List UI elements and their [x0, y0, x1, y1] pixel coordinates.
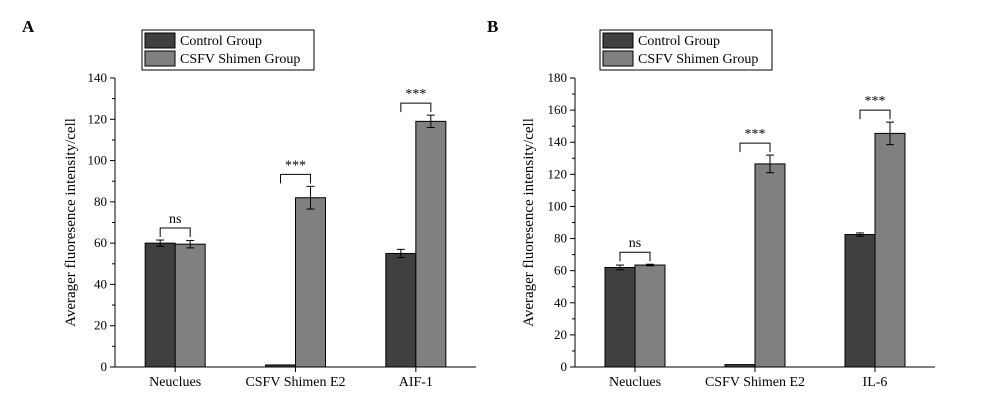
y-tick-label: 60 [554, 263, 567, 278]
y-tick-label: 0 [101, 359, 108, 374]
significance-bracket [619, 251, 651, 262]
y-axis-title: Averager fluoresence intensity/cell [63, 118, 79, 327]
y-tick-label: 40 [554, 295, 567, 310]
y-tick-label: 100 [548, 198, 568, 213]
significance-bracket [280, 173, 311, 184]
y-axis-title: Averager fluoresence intensity/cell [521, 118, 537, 327]
legend-swatch [602, 32, 634, 49]
significance-label: *** [405, 87, 426, 102]
legend-label: Control Group [638, 34, 720, 49]
significance-bracket [400, 102, 432, 113]
significance-label: *** [865, 94, 886, 109]
chart-panel-a: A 0 20 40 60 80 100 120 140 Averager fluoresence … [22, 17, 476, 390]
bar [634, 264, 666, 368]
legend-label: CSFV Shimen Group [180, 52, 300, 67]
bar [265, 364, 296, 368]
y-tick-label: 160 [548, 102, 568, 117]
legend: Control Group CSFV Shimen Group [599, 29, 773, 71]
legend-swatch [602, 50, 634, 67]
legend-label: CSFV Shimen Group [638, 52, 758, 67]
y-tick-label: 120 [88, 111, 108, 126]
legend: Control Group CSFV Shimen Group [141, 29, 315, 71]
bar [415, 120, 447, 368]
bar [604, 266, 636, 368]
significance-label: ns [629, 236, 641, 251]
bar [724, 364, 756, 368]
x-tick-label: IL-6 [863, 375, 888, 390]
bar [295, 197, 326, 368]
panel-letter: A [22, 17, 35, 36]
x-tick-label: AIF-1 [399, 375, 433, 390]
y-tick-label: 100 [88, 153, 108, 168]
significance-bracket [739, 142, 771, 153]
legend-label: Control Group [180, 34, 262, 49]
y-tick-label: 120 [548, 166, 568, 181]
bar [174, 243, 206, 368]
bar [754, 163, 786, 368]
legend-swatch [144, 32, 176, 49]
x-tick-label: CSFV Shimen E2 [245, 375, 345, 390]
y-tick-label: 80 [554, 231, 567, 246]
legend-swatch [144, 50, 176, 67]
chart-panel-b: B 0 20 40 60 80 100 120 140 160 180 Averager fluore… [487, 17, 935, 390]
significance-label: *** [285, 158, 306, 173]
y-tick-label: 80 [94, 194, 107, 209]
y-tick-label: 20 [94, 318, 107, 333]
y-tick-label: 20 [554, 327, 567, 342]
significance-label: ns [169, 212, 181, 227]
y-tick-label: 0 [561, 359, 568, 374]
bar [874, 132, 906, 368]
bar [385, 252, 417, 368]
bar [144, 242, 176, 368]
y-tick-label: 40 [94, 276, 107, 291]
y-tick-label: 140 [88, 70, 108, 85]
significance-label: *** [745, 127, 766, 142]
y-tick-label: 140 [548, 134, 568, 149]
significance-bracket [859, 109, 891, 120]
y-tick-label: 60 [94, 235, 107, 250]
panel-letter: B [487, 17, 498, 36]
x-tick-label: CSFV Shimen E2 [705, 375, 805, 390]
bar [844, 234, 876, 368]
x-tick-label: Neuclues [149, 375, 201, 390]
significance-bracket [159, 227, 191, 238]
y-tick-label: 180 [548, 70, 568, 85]
x-tick-label: Neuclues [609, 375, 661, 390]
